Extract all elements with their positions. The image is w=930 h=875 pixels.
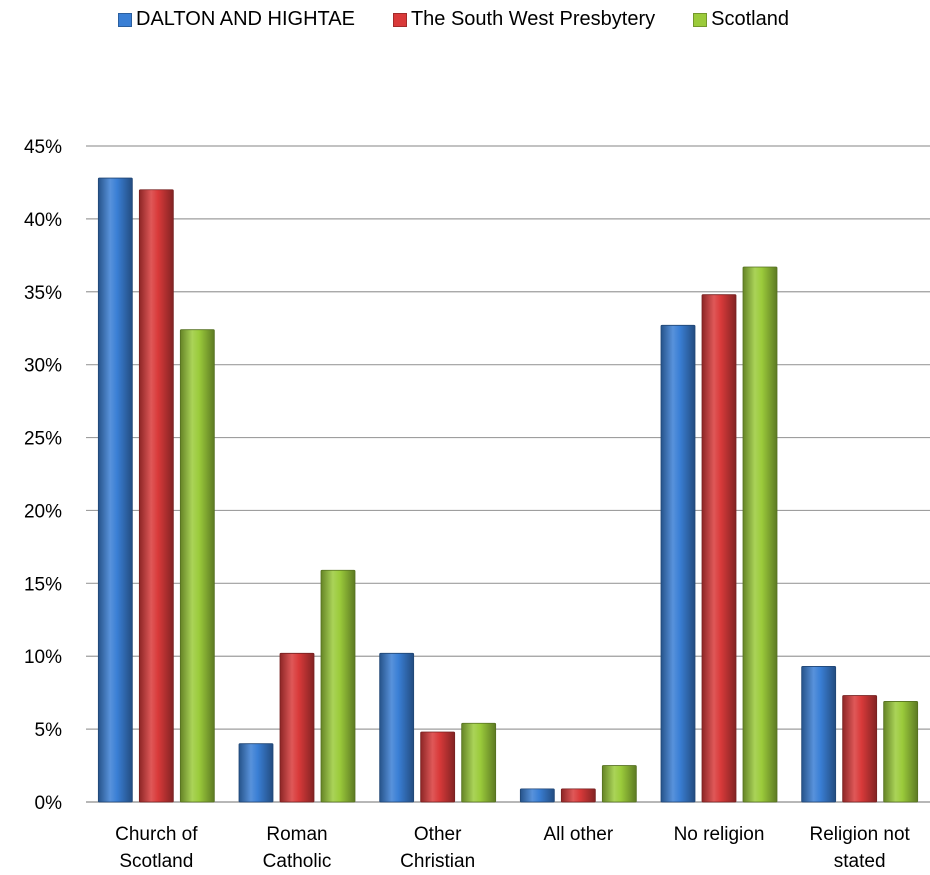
legend-label-series-1: DALTON AND HIGHTAE [136,8,355,30]
x-tick-label: No religion [674,824,765,845]
bar [238,743,274,803]
bar [179,329,215,803]
bar [138,189,174,803]
x-tick-label: Religion not stated [809,824,910,872]
bar [801,666,837,803]
bar [97,177,133,803]
bar [420,731,456,803]
y-tick-label: 15% [24,574,62,595]
y-tick-label: 35% [24,283,62,304]
y-tick-label: 25% [24,429,62,450]
bar [701,294,737,803]
legend-item-series-3: Scotland [693,8,789,31]
y-tick-label: 40% [24,210,62,231]
bar [320,569,356,803]
legend-swatch-series-3 [693,12,708,27]
bar [742,266,778,803]
x-tick-label: Roman Catholic [263,824,332,872]
y-tick-label: 10% [24,647,62,668]
bar [660,324,696,803]
x-tick-label: Other Christian [400,824,475,872]
x-tick-label: All other [543,824,613,845]
bar [560,788,596,803]
x-tick-label: Church of Scotland [115,824,198,872]
y-tick-label: 5% [35,720,63,741]
bar [279,652,315,803]
bar [842,695,878,803]
legend-swatch-series-1 [118,12,132,27]
legend-label-series-2: The South West Presbytery [410,8,656,30]
bar [601,765,637,803]
legend-swatch-series-2 [392,12,407,27]
y-tick-label: 0% [35,793,63,814]
y-tick-label: 30% [24,356,62,377]
y-tick-label: 45% [24,137,62,158]
bar [519,788,555,803]
bar [379,652,415,803]
y-tick-label: 20% [24,501,62,522]
legend-item-series-2: The South West Presbytery [392,8,656,31]
legend-item-series-1: DALTON AND HIGHTAE [118,8,355,31]
bar [461,722,497,803]
chart-legend: DALTON AND HIGHTAE The South West Presby… [118,8,789,31]
bar [883,701,919,803]
legend-label-series-3: Scotland [711,8,789,30]
